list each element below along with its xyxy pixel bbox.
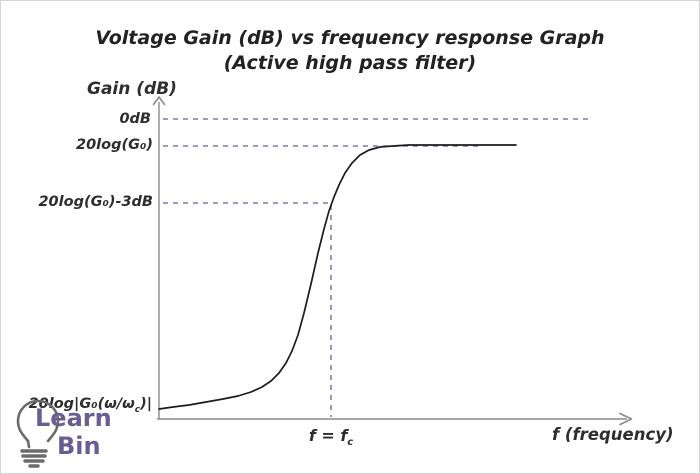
y-axis-arrow-icon [152,96,166,106]
tick-cutoff-frequency: f = fc [298,426,364,448]
chart-title-line1: Voltage Gain (dB) vs frequency response … [95,27,605,49]
logo-text-bin: Bin [57,432,101,460]
cutoff-pre: f = f [308,426,348,445]
y-axis-title: Gain (dB) [87,79,177,99]
tick-low-frequency-gain: 20log|G₀(ω/ωc)| [29,396,152,415]
y-axis [152,96,166,419]
curve-voltage-gain-response [158,144,517,410]
x-axis-arrow-icon [619,412,633,426]
logo-text-learn: Learn [35,404,112,432]
tick-low-pre: 20log|G₀(ω/ω [28,396,135,412]
chart-title-line2: (Active high pass filter) [223,52,477,74]
x-axis-title: f (frequency) [552,425,674,444]
chart-title: Voltage Gain (dB) vs frequency response … [1,26,699,76]
x-axis [157,412,633,426]
tick-low-post: )| [140,396,152,412]
lightbulb-icon [16,399,60,468]
subscript-c: c [347,437,354,449]
subscript-c: c [134,404,141,415]
gain-curve [158,144,517,410]
learnbin-logo: Learn Bin [9,395,129,473]
tick-0db: 0dB [119,111,151,127]
tick-minus-3db: 20log(G₀)-3dB [38,194,153,210]
guide-lines [163,118,589,417]
tick-max-gain: 20log(G₀) [76,137,153,153]
